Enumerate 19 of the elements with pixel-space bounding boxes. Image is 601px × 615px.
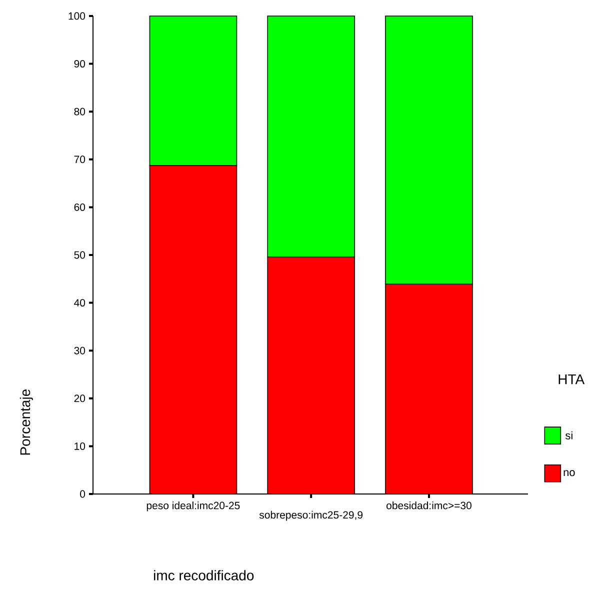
legend-title: HTA bbox=[558, 374, 585, 384]
legend-label: no bbox=[564, 470, 575, 476]
x-tick-label: peso ideal:imc20-25 bbox=[146, 502, 240, 512]
y-tick-label: 100 bbox=[68, 12, 86, 20]
y-tick-label: 90 bbox=[74, 60, 86, 68]
y-tick-label: 0 bbox=[80, 490, 86, 498]
y-tick-label: 60 bbox=[74, 203, 86, 211]
x-tick-label: obesidad:imc>=30 bbox=[386, 502, 472, 510]
y-tick-label: 70 bbox=[74, 156, 86, 164]
y-tick-label: 10 bbox=[74, 442, 86, 450]
x-tick-label: sobrepeso:imc25-29,9 bbox=[259, 510, 363, 521]
legend-label: si bbox=[565, 431, 572, 440]
y-axis-title: Porcentaje bbox=[20, 389, 33, 455]
y-tick-label: 80 bbox=[74, 108, 86, 116]
y-tick-label: 30 bbox=[74, 346, 86, 354]
y-tick-label: 50 bbox=[74, 251, 86, 259]
y-tick-label: 20 bbox=[74, 394, 86, 402]
y-tick-label: 40 bbox=[74, 299, 86, 307]
x-axis-title: imc recodificado bbox=[154, 570, 254, 580]
